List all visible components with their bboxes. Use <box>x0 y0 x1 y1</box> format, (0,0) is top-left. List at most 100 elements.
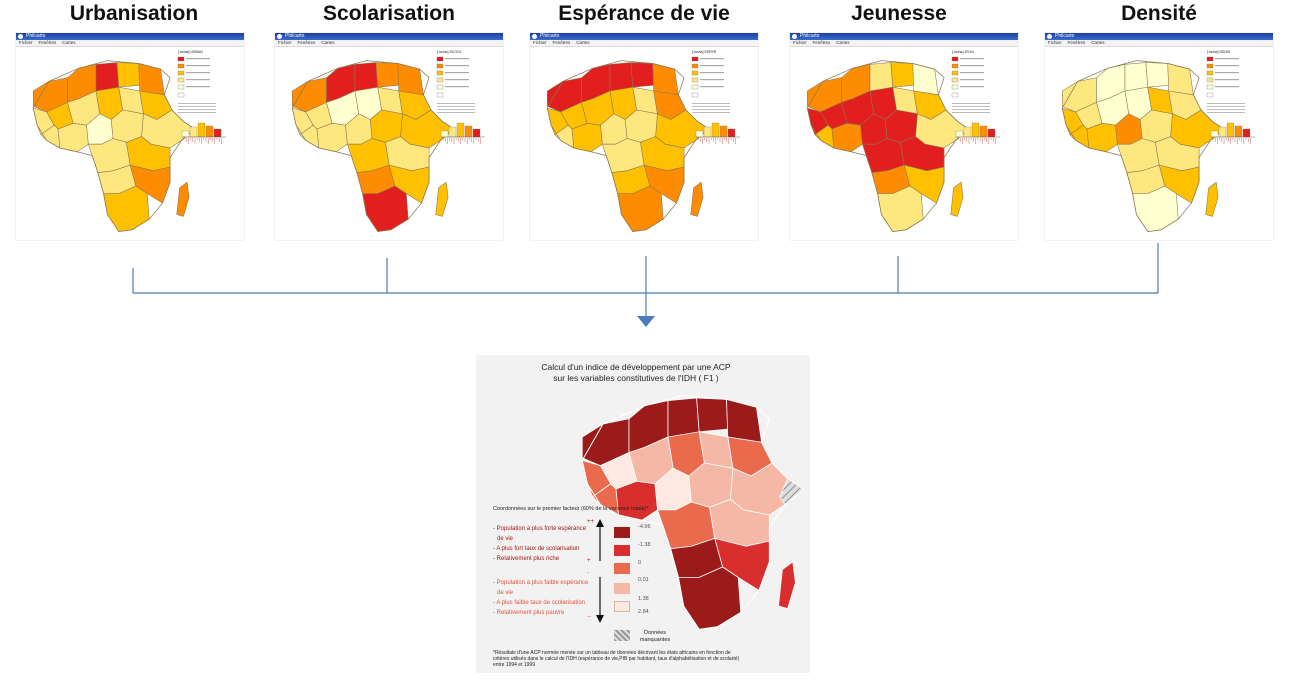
menu-fichier[interactable]: Fichier <box>793 40 807 45</box>
mini-legend-text <box>445 72 469 74</box>
app-icon <box>792 34 797 39</box>
mini-legend-swatch <box>691 56 699 62</box>
mini-legend-note <box>178 109 216 110</box>
menu-fichier[interactable]: Fichier <box>533 40 547 45</box>
mini-histogram <box>695 122 740 144</box>
mini-legend-swatch <box>436 63 444 69</box>
menu-cartes[interactable]: Cartes <box>836 40 850 45</box>
mini-legend-note <box>1207 106 1245 107</box>
mini-legend-text <box>445 86 469 88</box>
madagascar <box>778 561 796 610</box>
menu-fenetres[interactable]: Fenêtres <box>38 40 57 45</box>
mini-legend-swatch <box>177 84 185 90</box>
menu-fichier[interactable]: Fichier <box>278 40 292 45</box>
mini-legend-text <box>700 65 724 67</box>
mini-legend-heading: [Jonha] URBAN <box>178 50 203 54</box>
menu-fenetres[interactable]: Fenêtres <box>1067 40 1086 45</box>
mini-legend-note <box>178 103 216 104</box>
window-titlebar[interactable]: Philcarto <box>275 33 503 40</box>
mini-legend-swatch <box>1206 70 1214 76</box>
mini-legend-swatch <box>1206 77 1214 83</box>
window-titlebar[interactable]: Philcarto <box>790 33 1018 40</box>
map-window-urbanisation[interactable]: Philcarto Fichier Fenêtres Cartes [Jonha] … <box>16 33 244 240</box>
map-window-esperance[interactable]: Philcarto Fichier Fenêtres Cartes [Jonha] … <box>530 33 758 240</box>
menu-cartes[interactable]: Cartes <box>62 40 76 45</box>
mini-legend-swatch <box>436 56 444 62</box>
map-group <box>806 60 970 233</box>
legend-missing-label: Données manquantes <box>639 630 671 643</box>
legend-swatch <box>614 527 630 538</box>
legend-high-line: - Population à plus forte espérance <box>493 526 587 532</box>
menu-cartes[interactable]: Cartes <box>1091 40 1105 45</box>
mini-legend-swatch <box>436 84 444 90</box>
legend-low-line: - A plus faible taux de scolarisation <box>493 600 586 606</box>
menu-fichier[interactable]: Fichier <box>1048 40 1062 45</box>
mini-legend-note <box>437 106 475 107</box>
mini-legend-text <box>1215 65 1239 67</box>
menu-fenetres[interactable]: Fenêtres <box>552 40 571 45</box>
window-titlebar[interactable]: Philcarto <box>16 33 244 40</box>
app-icon <box>277 34 282 39</box>
mini-legend-text <box>700 72 724 74</box>
mini-legend-note <box>952 103 990 104</box>
mini-legend-note <box>437 103 475 104</box>
mini-legend-text <box>1215 79 1239 81</box>
acp-footnote: *Résultats d'une ACP normée menée sur un… <box>493 650 740 668</box>
window-menubar: Fichier Fenêtres Cartes <box>1045 40 1273 47</box>
mini-legend-swatch <box>691 77 699 83</box>
madagascar <box>950 181 964 217</box>
acp-title-line-2: sur les variables constitutives de l'IDH… <box>553 373 719 383</box>
mini-legend-swatch <box>951 56 959 62</box>
mini-legend-note <box>692 112 730 113</box>
mini-legend-text <box>1215 72 1239 74</box>
madagascar <box>435 181 449 217</box>
map-group <box>32 60 196 233</box>
legend-header: Coordonnées sur le premier facteur (60% … <box>493 506 649 512</box>
mini-legend-heading: [Jonha] ESPER <box>692 50 717 54</box>
africa-outline <box>546 60 710 233</box>
madagascar <box>1205 181 1219 217</box>
menu-cartes[interactable]: Cartes <box>321 40 335 45</box>
mini-legend-text <box>700 86 724 88</box>
mini-legend-note <box>178 106 216 107</box>
menu-fenetres[interactable]: Fenêtres <box>297 40 316 45</box>
mini-legend-swatch <box>436 92 444 98</box>
menu-fichier[interactable]: Fichier <box>19 40 33 45</box>
mini-histogram <box>181 122 226 144</box>
window-titlebar[interactable]: Philcarto <box>530 33 758 40</box>
country-region <box>696 397 729 433</box>
country-region <box>615 480 659 521</box>
mini-histogram <box>1210 122 1255 144</box>
mini-legend-swatch <box>951 84 959 90</box>
window-title: Philcarto <box>540 33 560 39</box>
mini-legend-swatch <box>436 70 444 76</box>
legend-value: -1.38 <box>638 542 651 548</box>
map-window-jeunesse[interactable]: Philcarto Fichier Fenêtres Cartes [Jonha] … <box>790 33 1018 240</box>
legend-low-line: - Relativement plus pauvre <box>493 610 565 616</box>
arrow-down-icon <box>596 615 604 623</box>
acp-map-group <box>581 394 805 630</box>
acp-title-line-1: Calcul d'un indice de développement par … <box>541 362 731 372</box>
mini-legend-swatch <box>1206 84 1214 90</box>
africa-choropleth-map: [Jonha] URBAN <box>32 50 226 233</box>
map-window-scolarisation[interactable]: Philcarto Fichier Fenêtres Cartes [Jonha] … <box>275 33 503 240</box>
country-region <box>726 398 763 443</box>
mini-legend-note <box>952 112 990 113</box>
mini-legend-heading: [Jonha] JEUN <box>952 50 974 54</box>
menu-fenetres[interactable]: Fenêtres <box>812 40 831 45</box>
mini-legend-swatch <box>1206 92 1214 98</box>
down-arrow-icon <box>637 316 655 327</box>
menu-cartes[interactable]: Cartes <box>576 40 590 45</box>
mini-legend: [Jonha] URBAN <box>177 50 216 113</box>
window-title: Philcarto <box>800 33 820 39</box>
legend-swatch <box>614 545 630 556</box>
mini-legend-text <box>960 58 984 60</box>
mini-legend-note <box>1207 109 1245 110</box>
mini-legend-text <box>700 58 724 60</box>
mini-legend-text <box>960 65 984 67</box>
app-icon <box>1047 34 1052 39</box>
legend-low-line: - Population à plus faible espérance <box>493 580 589 586</box>
map-window-densite[interactable]: Philcarto Fichier Fenêtres Cartes [Jonha] … <box>1045 33 1273 240</box>
mini-legend-text <box>960 79 984 81</box>
window-titlebar[interactable]: Philcarto <box>1045 33 1273 40</box>
